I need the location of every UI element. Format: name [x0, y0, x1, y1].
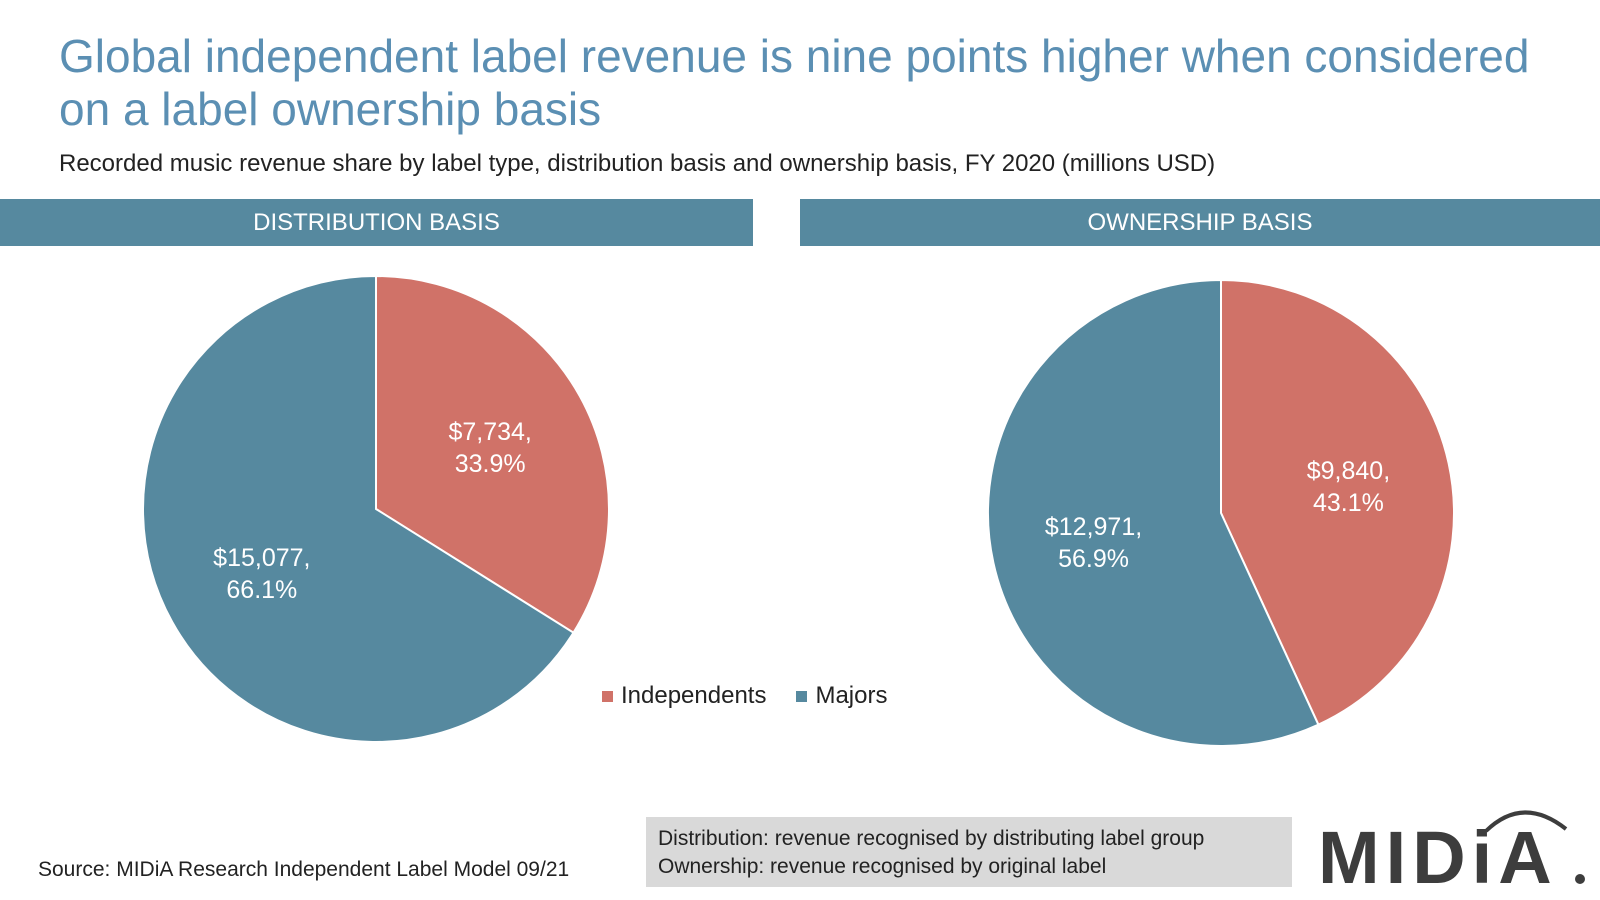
ownership-label-majors-value: $12,971, [1045, 513, 1142, 541]
distribution-label-independents-percent: 33.9% [455, 450, 526, 478]
ownership-pie: $9,840, 43.1% $12,971, 56.9% [987, 278, 1456, 747]
legend-item-independents: Independents [602, 682, 766, 710]
distribution-pie: $7,734, 33.9% $15,077, 66.1% [142, 274, 610, 743]
distribution-label-independents-value: $7,734, [448, 418, 531, 446]
midia-logo-text: MIDiA [1318, 816, 1558, 898]
distribution-label-majors-percent: 66.1% [226, 576, 297, 604]
midia-logo-dot [1575, 874, 1585, 884]
legend-label-majors: Majors [815, 682, 888, 709]
ownership-label-independents-percent: 43.1% [1313, 489, 1384, 517]
ownership-basis-header: OWNERSHIP BASIS [800, 199, 1600, 246]
chart-subtitle: Recorded music revenue share by label ty… [59, 150, 1216, 177]
distribution-definition: Distribution: revenue recognised by dist… [658, 827, 1205, 850]
distribution-label-majors-value: $15,077, [213, 544, 310, 572]
midia-logo-arc [1484, 810, 1568, 833]
distribution-basis-header: DISTRIBUTION BASIS [0, 199, 753, 246]
ownership-label-majors-percent: 56.9% [1058, 545, 1129, 573]
legend-swatch-majors [796, 690, 808, 702]
distribution-slice-independents [375, 274, 610, 635]
legend: Independents Majors [602, 682, 887, 710]
legend-item-majors: Majors [796, 682, 887, 710]
ownership-slice-independents [1220, 278, 1456, 726]
distribution-slice-majors [142, 274, 575, 743]
ownership-label-independents-value: $9,840, [1307, 457, 1390, 485]
source-note: Source: MIDiA Research Independent Label… [38, 858, 570, 881]
definitions-box: Distribution: revenue recognised by dist… [646, 817, 1292, 887]
midia-logo: MIDiA [1318, 810, 1585, 898]
ownership-slice-majors [987, 278, 1320, 747]
legend-label-independents: Independents [621, 682, 767, 709]
legend-swatch-independents [602, 690, 613, 702]
chart-title: Global independent label revenue is nine… [59, 30, 1530, 135]
ownership-definition: Ownership: revenue recognised by origina… [658, 855, 1107, 878]
